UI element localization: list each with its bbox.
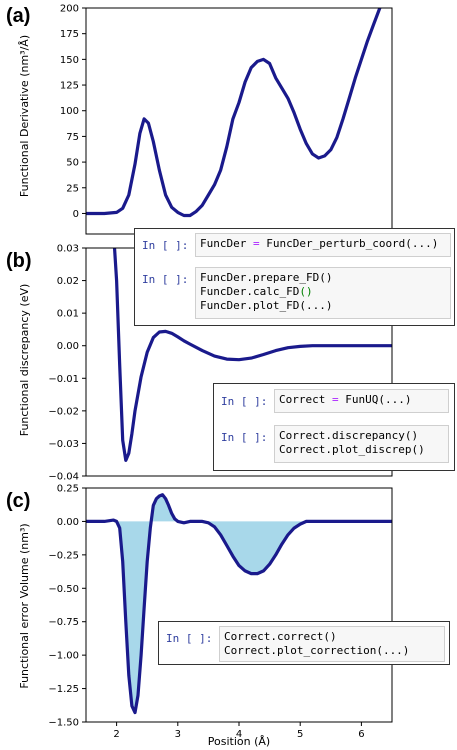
chart-panel-a: 0 25 50 75 100 125 150 175 200 Functional Derivat… [18,4,393,235]
y-tick-label: 125 [60,81,79,92]
y-tick-label: −0.02 [48,406,79,417]
y-tick-label: 0.01 [57,309,79,320]
panel-label-a: (a) [6,5,30,27]
y-tick-label: −0.01 [48,374,79,385]
y-tick-label: 200 [60,4,79,15]
y-tick-label: 0.00 [57,517,79,528]
plot-area [86,8,382,218]
y-tick-label: 0.03 [57,244,79,255]
y-tick-label: −1.00 [48,651,79,662]
x-tick-label: 5 [297,729,303,740]
plot-area [86,493,392,715]
y-tick-label: −1.50 [48,718,79,729]
x-tick-label: 6 [358,729,364,740]
y-tick-label: 175 [60,29,79,40]
y-tick-label: 0.00 [57,341,79,352]
panel-label-b: (b) [6,250,32,272]
y-tick-label: 150 [60,55,79,66]
y-axis-label: Functional error Volume (nm³) [18,523,31,688]
y-tick-label: −0.03 [48,439,79,450]
cell-prompt: In [ ]: [142,273,189,286]
x-tick-label: 4 [236,729,242,740]
series-line [112,248,392,462]
y-axis-label: Functional Derivative (nm³/Å) [18,35,31,197]
code-cell[interactable]: Correct.correct() Correct.plot_correctio… [219,626,445,662]
chart-panel-c: −1.50 −1.25 −1.00 −0.75 −0.50 −0.25 0.00 0.25 2 3… [18,484,393,740]
y-tick-label: −0.75 [48,617,79,628]
area-fill [86,494,392,713]
code-cell[interactable]: Correct.discrepancy() Correct.plot_discr… [274,425,449,463]
code-box-a: In [ ]: FuncDer = FuncDer_perturb_coord(… [134,228,455,326]
x-tick-label: 2 [113,729,119,740]
cell-prompt: In [ ]: [221,431,268,444]
y-tick-label: −0.50 [48,584,79,595]
cell-prompt: In [ ]: [142,239,189,252]
y-tick-label: 75 [66,132,79,143]
axes-frame [85,7,393,235]
y-axis-label: Functional discrepancy (eV) [18,284,31,437]
y-tick-label: 0.25 [57,484,79,495]
code-box-c: In [ ]: Correct.correct() Correct.plot_c… [158,621,450,665]
y-tick-label: 100 [60,106,79,117]
code-cell[interactable]: FuncDer.prepare_FD() FuncDer.calc_FD() F… [195,267,451,319]
x-axis-label: Position (Å) [208,735,270,748]
x-tick-label: 3 [175,729,181,740]
y-tick-label: −1.25 [48,684,79,695]
y-tick-label: 0 [73,209,79,220]
y-tick-label: −0.25 [48,550,79,561]
panel-label-c: (c) [6,490,30,512]
cell-prompt: In [ ]: [221,395,268,408]
cell-prompt: In [ ]: [166,632,213,645]
y-tick-label: 50 [66,158,79,169]
series-line [86,493,392,715]
y-tick-label: 0.02 [57,276,79,287]
code-cell[interactable]: FuncDer = FuncDer_perturb_coord(...) [195,233,451,257]
plot-area [112,248,392,462]
y-tick-label: −0.04 [48,472,79,483]
series-line [86,8,382,218]
code-box-b: In [ ]: Correct = FunUQ(...) In [ ]: Cor… [213,383,455,471]
code-cell[interactable]: Correct = FunUQ(...) [274,389,449,413]
y-tick-label: 25 [66,183,79,194]
